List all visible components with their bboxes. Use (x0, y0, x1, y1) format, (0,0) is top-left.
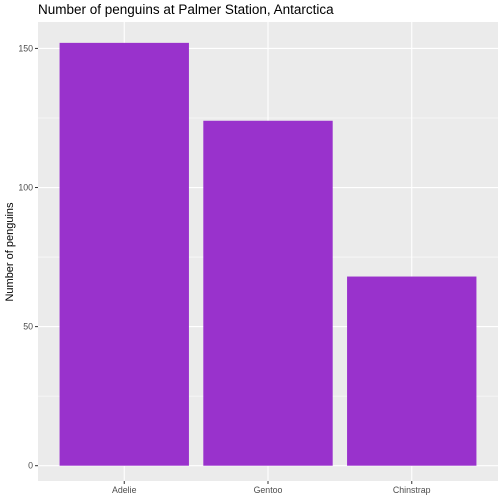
y-axis: 0 50 100 150 (18, 43, 38, 471)
bar-adelie (59, 42, 189, 466)
x-axis: Adelie Gentoo Chinstrap (112, 481, 431, 495)
y-axis-title: Number of penguins (4, 202, 16, 302)
chart-title: Number of penguins at Palmer Station, An… (38, 2, 334, 17)
bars (59, 42, 477, 466)
x-tick-label: Adelie (112, 485, 137, 495)
bar-gentoo (203, 120, 333, 466)
y-tick-label: 100 (18, 183, 33, 193)
y-tick-label: 50 (23, 322, 33, 332)
x-tick-label: Chinstrap (393, 485, 431, 495)
bar-chinstrap (347, 276, 477, 466)
y-tick-label: 0 (28, 461, 33, 471)
y-tick-label: 150 (18, 43, 33, 53)
x-tick-label: Gentoo (254, 485, 283, 495)
